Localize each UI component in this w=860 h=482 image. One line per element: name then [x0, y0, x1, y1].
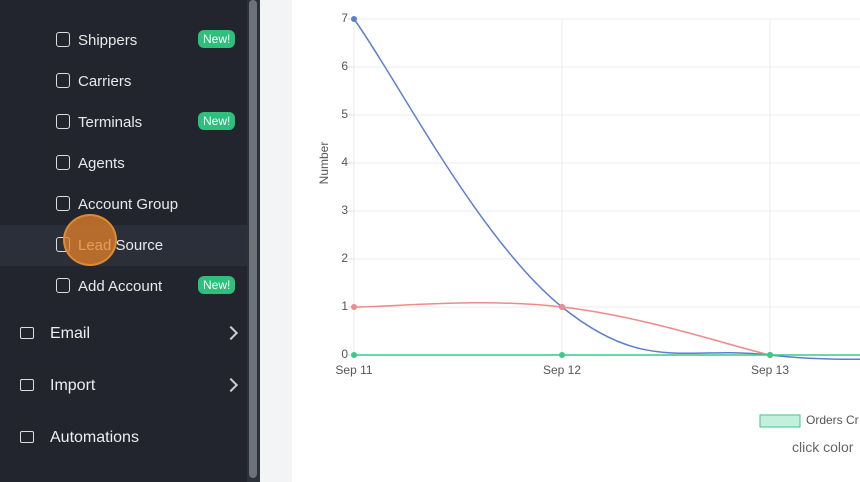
menu-label: Agents: [78, 155, 125, 172]
section-label: Automations: [50, 429, 139, 446]
menu-label: Terminals: [78, 114, 143, 131]
scrollbar-thumb[interactable]: [249, 0, 257, 478]
content-gutter: [260, 0, 292, 482]
section-label: Email: [50, 325, 91, 342]
y-tick-label: 4: [341, 155, 348, 169]
data-point: [767, 352, 773, 358]
menu-label: Shippers: [78, 32, 138, 49]
menu-item[interactable]: Add Account New!: [0, 266, 247, 307]
menu-label: Carriers: [78, 73, 132, 90]
section-icon: [20, 431, 34, 443]
menu-section[interactable]: Automations: [0, 414, 247, 464]
x-tick-label: Sep 12: [543, 363, 581, 377]
x-tick-label: Sep 13: [751, 363, 789, 377]
menu-section[interactable]: Import: [0, 362, 247, 412]
series-line: [353, 18, 860, 361]
section-icon: [20, 327, 34, 339]
menu-section[interactable]: Email: [0, 310, 247, 360]
y-tick-label: 7: [341, 11, 348, 25]
data-point: [351, 16, 357, 22]
menu-item[interactable]: Shippers New!: [0, 20, 247, 61]
menu-label: Account Group: [78, 196, 179, 213]
legend-label: Orders Cr: [806, 413, 859, 427]
x-tick-label: Sep 11: [335, 363, 372, 377]
menu-icon: [56, 114, 70, 129]
y-tick-label: 1: [341, 299, 348, 313]
y-tick-label: 5: [341, 107, 348, 121]
menu-icon: [56, 278, 70, 293]
sidebar: Shippers New! Carriers Terminals New! Agents A…: [0, 0, 260, 482]
menu-item[interactable]: Carriers: [0, 61, 247, 102]
menu-label: Add Account: [78, 278, 163, 295]
menu-item[interactable]: Account Group: [0, 184, 247, 225]
section-label: Import: [50, 377, 96, 394]
data-point: [559, 304, 565, 310]
legend-swatch: [759, 414, 801, 428]
menu-icon: [56, 155, 70, 170]
hint: click color: [792, 439, 854, 455]
menu-icon: [56, 32, 70, 47]
menu-icon: [56, 196, 70, 211]
data-point: [559, 352, 565, 358]
y-tick-label: 3: [341, 203, 348, 217]
new-badge: New!: [198, 112, 236, 130]
section-icon: [20, 379, 34, 391]
y-tick-label: 2: [341, 251, 348, 265]
data-point: [351, 352, 357, 358]
y-axis-label: Number: [317, 142, 331, 185]
data-point: [351, 304, 357, 310]
y-tick-label: 0: [341, 347, 348, 361]
y-tick-label: 6: [341, 59, 348, 73]
new-badge: New!: [198, 276, 236, 294]
menu-item[interactable]: Terminals New!: [0, 102, 247, 143]
menu-item[interactable]: Agents: [0, 143, 247, 184]
click-indicator: [63, 214, 117, 266]
new-badge: New!: [198, 30, 236, 48]
menu-icon: [56, 73, 70, 88]
